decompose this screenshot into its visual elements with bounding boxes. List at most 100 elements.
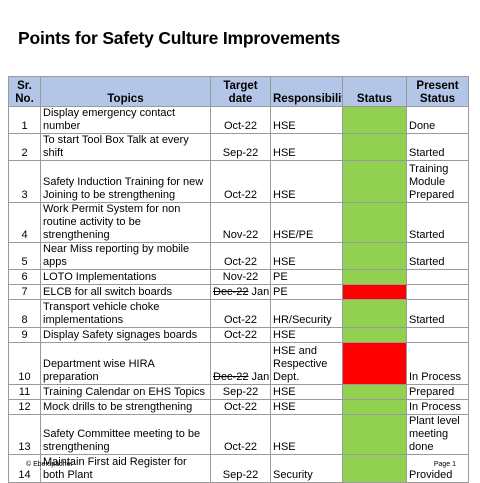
revised-target-date: Oct-22 <box>223 441 257 453</box>
table-row: 12 Mock drills to be strengthening Oct-22 H… <box>8 399 469 415</box>
topic-cell: Training Calendar on EHS Topics <box>40 384 211 400</box>
sr-no-cell: 3 <box>8 160 41 203</box>
original-target-date: Dec-22 <box>213 371 249 383</box>
target-date-cell: Dec-22 Jan 23 <box>210 284 271 300</box>
revised-target-date: Sep-22 <box>222 469 259 481</box>
present-status-cell: Prepared <box>406 384 469 400</box>
sr-no-cell: 11 <box>8 384 41 400</box>
topic-cell: LOTO Implementations <box>40 269 211 285</box>
topic-cell: Maintain First aid Register for both Pla… <box>40 454 211 483</box>
responsibility-cell: HR/Security <box>270 299 343 328</box>
sr-no-cell: 6 <box>8 269 41 285</box>
status-indicator-cell <box>342 284 407 300</box>
table-header-row: Sr. No. Topics Target date Responsibilit… <box>8 76 469 107</box>
topic-cell: Transport vehicle choke implementations <box>40 299 211 328</box>
table-row: 3 Safety Induction Training for new Joini… <box>8 160 469 203</box>
revised-target-date: Oct-22 <box>223 401 257 413</box>
table-row: 8 Transport vehicle choke implementations… <box>8 299 469 328</box>
present-status-cell <box>406 269 469 285</box>
sr-no-cell: 4 <box>8 202 41 243</box>
table-row: 2 To start Tool Box Talk at every shift Se… <box>8 133 469 161</box>
target-date-cell: Nov-22 <box>210 202 271 243</box>
present-status-cell: Plant level meeting done <box>406 414 469 455</box>
status-indicator-cell <box>342 202 407 243</box>
header-responsibility: Responsibility <box>270 76 343 107</box>
target-date-cell: Dec-22 Jan 23 <box>210 342 271 385</box>
status-indicator-cell <box>342 299 407 328</box>
table-row: 5 Near Miss reporting by mobile apps Oct-2… <box>8 242 469 270</box>
topic-cell: To start Tool Box Talk at every shift <box>40 133 211 161</box>
present-status-cell: Started <box>406 299 469 328</box>
present-status-cell: Started <box>406 202 469 243</box>
sr-no-cell: 9 <box>8 327 41 343</box>
responsibility-cell: HSE <box>270 133 343 161</box>
revised-target-date: Oct-22 <box>223 189 257 201</box>
sr-no-cell: 2 <box>8 133 41 161</box>
table-row: 11 Training Calendar on EHS Topics Sep-22 H… <box>8 384 469 400</box>
footer-page-number: Page 1 <box>433 461 456 468</box>
table-row: 13 Safety Committee meeting to be strengt… <box>8 414 469 455</box>
responsibility-cell: HSE <box>270 384 343 400</box>
responsibility-cell: PE <box>270 284 343 300</box>
status-indicator-cell <box>342 160 407 203</box>
target-date-cell: Oct-22 <box>210 106 271 134</box>
topic-cell: ELCB for all switch boards <box>40 284 211 300</box>
table-row: 10 Department wise HIRA preparation Dec-22… <box>8 342 469 385</box>
revised-target-date: Jan 23 <box>251 371 270 383</box>
target-date-cell: Oct-22 <box>210 160 271 203</box>
sr-no-cell: 7 <box>8 284 41 300</box>
topic-cell: Display emergency contact number <box>40 106 211 134</box>
present-status-cell: Done <box>406 106 469 134</box>
table-row: 9 Display Safety signages boards Oct-22 HSE <box>8 327 469 343</box>
status-indicator-cell <box>342 242 407 270</box>
safety-table: Sr. No. Topics Target date Responsibilit… <box>8 76 469 483</box>
topic-cell: Safety Committee meeting to be strengthe… <box>40 414 211 455</box>
present-status-cell: In Process <box>406 399 469 415</box>
present-status-cell <box>406 284 469 300</box>
header-sr: Sr. No. <box>8 76 41 107</box>
sr-no-cell: 8 <box>8 299 41 328</box>
header-target-date: Target date <box>210 76 271 107</box>
responsibility-cell: HSE/PE <box>270 202 343 243</box>
status-indicator-cell <box>342 454 407 483</box>
sr-no-cell: 10 <box>8 342 41 385</box>
header-present-status: Present Status <box>406 76 469 107</box>
responsibility-cell: HSE <box>270 242 343 270</box>
footer-copyright: © Eberspächer <box>26 461 73 468</box>
revised-target-date: Oct-22 <box>223 256 257 268</box>
target-date-cell: Sep-22 <box>210 454 271 483</box>
present-status-cell: In Process <box>406 342 469 385</box>
table-row: 4 Work Permit System for non routine acti… <box>8 202 469 243</box>
status-indicator-cell <box>342 133 407 161</box>
revised-target-date: Nov-22 <box>222 271 259 283</box>
target-date-cell: Nov-22 <box>210 269 271 285</box>
target-date-cell: Sep-22 <box>210 384 271 400</box>
present-status-cell: Started <box>406 133 469 161</box>
topic-cell: Safety Induction Training for new Joinin… <box>40 160 211 203</box>
present-status-cell: Provided <box>406 454 469 483</box>
topic-cell: Work Permit System for non routine activ… <box>40 202 211 243</box>
page-title: Points for Safety Culture Improvements <box>18 28 341 48</box>
status-indicator-cell <box>342 342 407 385</box>
header-topics: Topics <box>40 76 211 107</box>
topic-cell: Mock drills to be strengthening <box>40 399 211 415</box>
status-indicator-cell <box>342 269 407 285</box>
status-indicator-cell <box>342 327 407 343</box>
present-status-cell <box>406 327 469 343</box>
table-row: 6 LOTO Implementations Nov-22 PE <box>8 269 469 285</box>
responsibility-cell: PE <box>270 269 343 285</box>
revised-target-date: Nov-22 <box>222 229 259 241</box>
responsibility-cell: HSE <box>270 160 343 203</box>
table-body: 1 Display emergency contact number Oct-22 H… <box>8 106 469 483</box>
target-date-cell: Oct-22 <box>210 414 271 455</box>
original-target-date: Dec-22 <box>213 286 249 298</box>
present-status-cell: Started <box>406 242 469 270</box>
revised-target-date: Oct-22 <box>223 314 257 326</box>
sr-no-cell: 1 <box>8 106 41 134</box>
responsibility-cell: HSE and Respective Dept. <box>270 342 343 385</box>
sr-no-cell: 12 <box>8 399 41 415</box>
sr-no-cell: 14 <box>8 454 41 483</box>
responsibility-cell: HSE <box>270 327 343 343</box>
responsibility-cell: HSE <box>270 106 343 134</box>
